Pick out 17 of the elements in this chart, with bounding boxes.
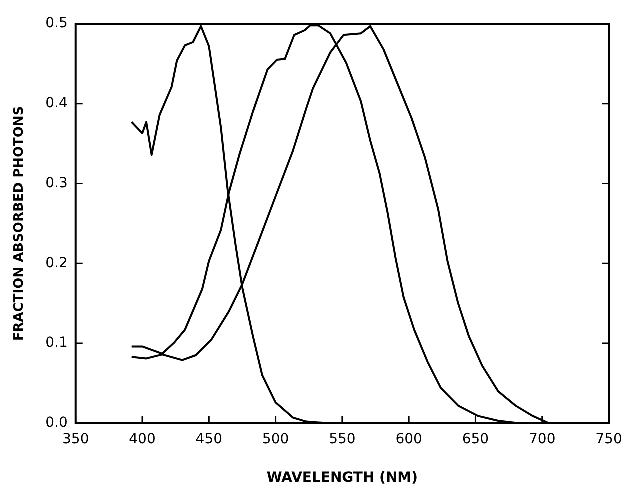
y-tick-label: 0.4 (46, 96, 68, 112)
x-tick-label: 650 (462, 431, 490, 448)
x-tick-label: 350 (62, 431, 90, 448)
x-tick-label: 550 (329, 431, 356, 448)
x-axis-title: WAVELENGTH (NM) (266, 470, 418, 486)
y-tick-label: 0.0 (46, 415, 68, 432)
y-axis-title: FRACTION ABSORBED PHOTONS (12, 106, 28, 342)
y-tick-label: 0.2 (46, 255, 68, 272)
x-tick-label: 400 (129, 431, 156, 448)
x-tick-label: 700 (528, 431, 556, 448)
y-tick-label: 0.1 (46, 335, 68, 352)
x-tick-label: 500 (262, 431, 290, 448)
x-tick-label: 600 (396, 431, 422, 448)
x-tick-label: 450 (196, 431, 223, 448)
y-tick-label: 0.5 (46, 16, 68, 32)
x-tick-label: 750 (596, 431, 622, 448)
y-tick-label: 0.3 (46, 175, 68, 192)
